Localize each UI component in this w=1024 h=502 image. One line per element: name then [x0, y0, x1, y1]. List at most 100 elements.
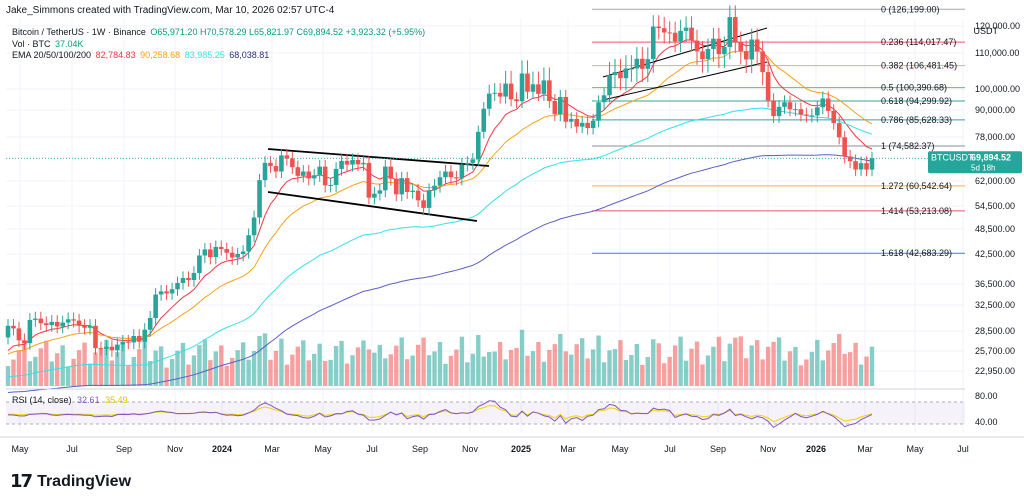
vol-value: 37.04K — [55, 38, 84, 49]
x-tick-label: Sep — [412, 444, 428, 454]
candle-body — [568, 119, 574, 122]
candle-body — [749, 39, 754, 60]
candle-body — [300, 171, 306, 176]
volume-bar — [137, 349, 142, 386]
volume-bar — [443, 363, 448, 386]
candle-body — [601, 95, 607, 103]
volume-bar — [804, 359, 809, 386]
volume-bar — [645, 357, 650, 386]
volume-bar — [87, 363, 93, 386]
candle-body — [525, 73, 530, 92]
volume-bar — [230, 357, 235, 386]
candle-body — [344, 160, 350, 165]
volume-bar — [656, 343, 661, 386]
candle-body — [820, 98, 826, 108]
volume-bar — [251, 351, 257, 386]
volume-bar — [383, 358, 388, 386]
y-tick-label: 32,500.00 — [975, 300, 1015, 310]
candle-body — [76, 320, 82, 326]
candle-body — [54, 321, 60, 327]
candle-body — [503, 83, 508, 97]
volume-bar — [235, 350, 240, 386]
volume-bar — [672, 345, 678, 386]
volume-bar — [530, 351, 536, 386]
volume-bar — [322, 361, 328, 386]
fib-label: 1.618 (42,683.29) — [881, 248, 952, 258]
candle-body — [629, 68, 634, 70]
x-tick-label: May — [611, 444, 629, 454]
candle-body — [65, 319, 71, 323]
volume-bar — [700, 364, 705, 386]
volume-bar — [558, 334, 563, 386]
candle-body — [558, 96, 563, 115]
volume-bar — [749, 345, 754, 386]
volume-bar — [711, 346, 716, 386]
volume-bar — [415, 344, 421, 386]
volume-bar — [71, 358, 76, 386]
candle-body — [93, 325, 98, 349]
candle-body — [229, 252, 235, 258]
fib-label: 0.382 (106,481.45) — [881, 61, 957, 71]
volume-bar — [388, 354, 393, 386]
volume-bar — [301, 340, 306, 386]
candle-body — [486, 93, 492, 109]
volume-bar — [487, 352, 492, 386]
candle-body — [596, 102, 601, 121]
volume-bar — [361, 340, 366, 386]
candle-body — [809, 115, 815, 117]
fib-label: 0.5 (100,390.68) — [881, 83, 947, 93]
fib-levels: 0 (126,199.00) 0.236 (114,017.47) 0.382 (1… — [592, 4, 965, 258]
ema50-value: 90,258.68 — [140, 50, 181, 60]
volume-bar — [11, 359, 16, 386]
volume-bar — [169, 359, 175, 386]
candle-body — [656, 26, 662, 29]
candle-body — [175, 283, 180, 290]
candle-body — [481, 108, 487, 132]
fib-label: 1.272 (60,542.64) — [881, 181, 952, 191]
x-tick-label: May — [11, 444, 29, 454]
x-tick-label: Nov — [462, 444, 479, 454]
volume-bar — [448, 355, 454, 386]
candle-body — [776, 106, 782, 117]
x-tick-label: 2025 — [511, 444, 531, 454]
candle-body — [350, 160, 355, 165]
volume-bar — [514, 348, 519, 386]
ema100-line — [7, 107, 873, 378]
tradingview-brand[interactable]: 17 TradingView — [10, 471, 131, 492]
price-tag-box — [928, 151, 1022, 174]
candle-body — [147, 318, 153, 330]
candle-body — [547, 80, 552, 101]
volume-bar — [744, 358, 749, 386]
candle-body — [694, 40, 700, 52]
candle-body — [705, 48, 711, 60]
volume-bar — [104, 339, 109, 386]
volume-bar — [629, 355, 634, 386]
ema100-value: 83,985.25 — [184, 50, 225, 60]
volume-bar — [618, 340, 623, 386]
volume-bar — [44, 340, 49, 386]
candle-body — [197, 255, 202, 273]
candle-body — [235, 254, 240, 258]
candle-body — [689, 27, 694, 41]
candle-body — [465, 162, 470, 165]
candle-body — [164, 291, 169, 294]
volume-bar — [716, 336, 722, 386]
candle-body — [383, 166, 388, 191]
volume-bar — [22, 343, 27, 386]
candle-body — [208, 249, 213, 257]
volume-bar — [284, 364, 290, 386]
candle-body — [415, 190, 421, 201]
volume-bar — [793, 347, 798, 386]
y-tick-label: 54,500.00 — [975, 201, 1015, 211]
volume-bar — [782, 360, 787, 386]
volume-bar — [787, 351, 793, 386]
volume-bar — [667, 356, 672, 386]
x-tick-label: Nov — [760, 444, 777, 454]
candle-body — [541, 80, 547, 94]
candle-body — [240, 251, 246, 254]
volume-bar — [186, 364, 191, 386]
candle-body — [71, 319, 76, 321]
candle-body — [126, 341, 131, 343]
volume-bar — [754, 340, 760, 386]
